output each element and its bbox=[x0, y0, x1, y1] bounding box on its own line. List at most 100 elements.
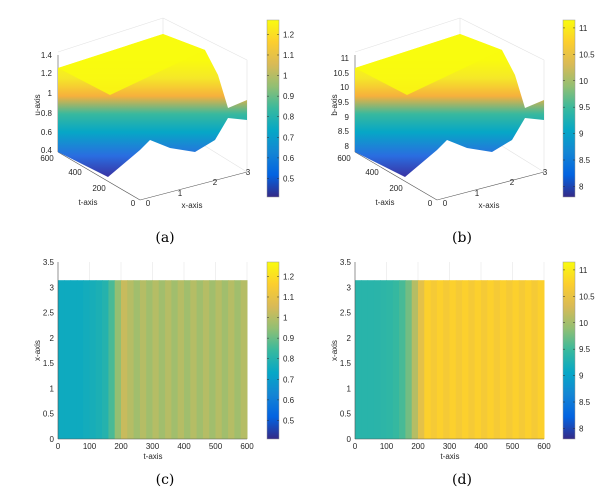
panel-d-y-tick-label: 3 bbox=[347, 283, 352, 292]
panel-d-heatmap-cell bbox=[518, 280, 526, 439]
panel-b-t-tick-label: 200 bbox=[389, 184, 403, 193]
panel-c-heatmap-cell bbox=[215, 280, 223, 439]
panel-c-heatmap-cell bbox=[221, 280, 229, 439]
panel-a-x-axis-line bbox=[139, 171, 248, 201]
panel-d-colorbar-tick-label: 9 bbox=[579, 372, 584, 381]
panel-c-heatmap-cell bbox=[146, 280, 153, 439]
panel-a-colorbar-tick-label: 0.9 bbox=[283, 92, 295, 101]
panel-b-surface-top bbox=[355, 34, 502, 95]
panel-a-colorbar-tick-label: 0.7 bbox=[283, 133, 295, 142]
panel-b-colorbar-tick-label: 10 bbox=[579, 77, 588, 86]
panel-c-heatmap-cell bbox=[133, 280, 141, 439]
panel-c-colorbar-tick-label: 0.5 bbox=[283, 416, 295, 425]
panel-c-heatmap-cell bbox=[58, 280, 65, 439]
panel-a-colorbar-tick-label: 0.5 bbox=[283, 174, 295, 183]
panel-d-heatmap-cell bbox=[525, 280, 532, 439]
panel-c-heatmap-cell bbox=[64, 280, 72, 439]
panel-c-colorbar-tick-label: 0.6 bbox=[283, 396, 295, 405]
panel-d-heatmap-cell bbox=[392, 280, 400, 439]
panel-c-heatmap-cell bbox=[165, 280, 172, 439]
panel-c-y-tick-label: 3.5 bbox=[43, 258, 55, 267]
panel-d-colorbar-tick-label: 8.5 bbox=[579, 398, 591, 407]
panel-d-y-tick-label: 2 bbox=[347, 334, 352, 343]
panel-c-colorbar-tick-label: 1.2 bbox=[283, 272, 295, 281]
panel-d-y-tick-label: 2.5 bbox=[340, 309, 352, 318]
panel-d-x-tick-label: 200 bbox=[411, 442, 425, 451]
panel-a-z-tick-label: 0.8 bbox=[41, 109, 53, 118]
panel-c-heatmap-cell bbox=[83, 280, 90, 439]
panel-d-x-tick-label: 400 bbox=[474, 442, 488, 451]
panel-d-colorbar-tick-label: 9.5 bbox=[579, 345, 591, 354]
panel-c-heatmap-cell bbox=[121, 280, 128, 439]
panel-b-t-axis-label: t-axis bbox=[375, 198, 394, 207]
panel-d-heatmap-cell bbox=[436, 280, 444, 439]
panel-c-x-axis-label: t-axis bbox=[143, 452, 162, 461]
panel-d-heatmap-cell bbox=[499, 280, 507, 439]
panel-a-z-tick-label: 0.4 bbox=[41, 146, 53, 155]
panel-c-colorbar-tick-label: 0.7 bbox=[283, 375, 295, 384]
panel-c-heatmap-cell bbox=[196, 280, 204, 439]
panel-a-x-tick-label: 2 bbox=[213, 178, 218, 187]
panel-b-x-tick-label: 1 bbox=[475, 189, 480, 198]
panel-b-colorbar-tick-label: 9.5 bbox=[579, 103, 591, 112]
panel-d-heatmap-cell bbox=[462, 280, 469, 439]
panel-a-t-tick-label: 200 bbox=[92, 184, 106, 193]
panel-c-x-tick-label: 200 bbox=[114, 442, 128, 451]
panel-a-caption: (a) bbox=[155, 230, 174, 246]
panel-b-t-tick-label: 400 bbox=[365, 168, 379, 177]
panel-d-colorbar-tick-label: 10.5 bbox=[579, 292, 595, 301]
panel-d-heatmap-cell bbox=[481, 280, 488, 439]
panel-d-heatmap-cell bbox=[405, 280, 413, 439]
panel-d-colorbar-tick-label: 11 bbox=[579, 266, 588, 275]
panel-a-x-axis-label: x-axis bbox=[182, 201, 203, 210]
panel-b-gridline bbox=[459, 17, 545, 61]
panel-c-heatmap-cell bbox=[228, 280, 235, 439]
panel-c-y-tick-label: 2 bbox=[50, 334, 55, 343]
panel-c-heatmap-cell bbox=[108, 280, 116, 439]
panel-d-x-tick-label: 500 bbox=[506, 442, 520, 451]
panel-b-z-tick-label: 9 bbox=[345, 113, 350, 122]
panel-c-y-tick-label: 0.5 bbox=[43, 410, 55, 419]
panel-a-z-axis-label: u-axis bbox=[33, 94, 42, 115]
panel-a-surface-top bbox=[58, 34, 205, 95]
panel-b-t-tick-label: 0 bbox=[428, 199, 433, 208]
panel-a-z-tick-label: 1.4 bbox=[41, 51, 53, 60]
panel-b-z-tick-label: 11 bbox=[341, 54, 350, 63]
panel-c-colorbar-tick-label: 0.9 bbox=[283, 334, 295, 343]
panel-d-heatmap-cell bbox=[487, 280, 495, 439]
panel-c-heatmap-cell bbox=[209, 280, 216, 439]
panel-c-x-tick-label: 600 bbox=[240, 442, 254, 451]
panel-b-colorbar-tick-label: 8 bbox=[579, 182, 584, 191]
panel-d-y-tick-label: 3.5 bbox=[340, 258, 352, 267]
panel-b-gridline bbox=[354, 17, 461, 53]
panel-a-gridline bbox=[57, 17, 164, 53]
panel-c-x-tick-label: 100 bbox=[83, 442, 97, 451]
panel-c-heatmap-cell bbox=[76, 280, 84, 439]
panel-d-y-tick-label: 0 bbox=[347, 435, 352, 444]
panel-d-heatmap-cell bbox=[493, 280, 501, 439]
panel-c-heatmap-cell bbox=[177, 280, 185, 439]
panel-b-z-axis-label: b-axis bbox=[330, 94, 339, 115]
panel-c-heatmap-cell bbox=[95, 280, 103, 439]
panel-d-y-tick-label: 0.5 bbox=[340, 410, 352, 419]
panel-c-x-tick-label: 0 bbox=[56, 442, 61, 451]
panel-b-t-tick-label: 600 bbox=[337, 154, 351, 163]
panel-c-heatmap-cell bbox=[127, 280, 135, 439]
panel-c-y-tick-label: 0 bbox=[50, 435, 55, 444]
panel-d-heatmap-cell bbox=[411, 280, 419, 439]
panel-c-y-tick-label: 3 bbox=[50, 283, 55, 292]
panel-b-x-axis-line bbox=[436, 171, 545, 201]
panel-a-t-axis-label: t-axis bbox=[78, 198, 97, 207]
panel-d-y-axis-label: x-axis bbox=[330, 340, 339, 361]
panel-c-x-tick-label: 400 bbox=[177, 442, 191, 451]
panel-a-t-tick-label: 400 bbox=[68, 168, 82, 177]
panel-d-heatmap-cell bbox=[512, 280, 520, 439]
panel-d-heatmap-cell bbox=[430, 280, 438, 439]
panel-c-heatmap-cell bbox=[171, 280, 179, 439]
panel-c-colorbar-tick-label: 1.1 bbox=[283, 293, 295, 302]
panel-a-colorbar-tick-label: 0.8 bbox=[283, 113, 295, 122]
panel-c-heatmap-cell bbox=[234, 280, 242, 439]
panel-d-heatmap-cell bbox=[424, 280, 432, 439]
panel-d-colorbar-tick-label: 10 bbox=[579, 319, 588, 328]
